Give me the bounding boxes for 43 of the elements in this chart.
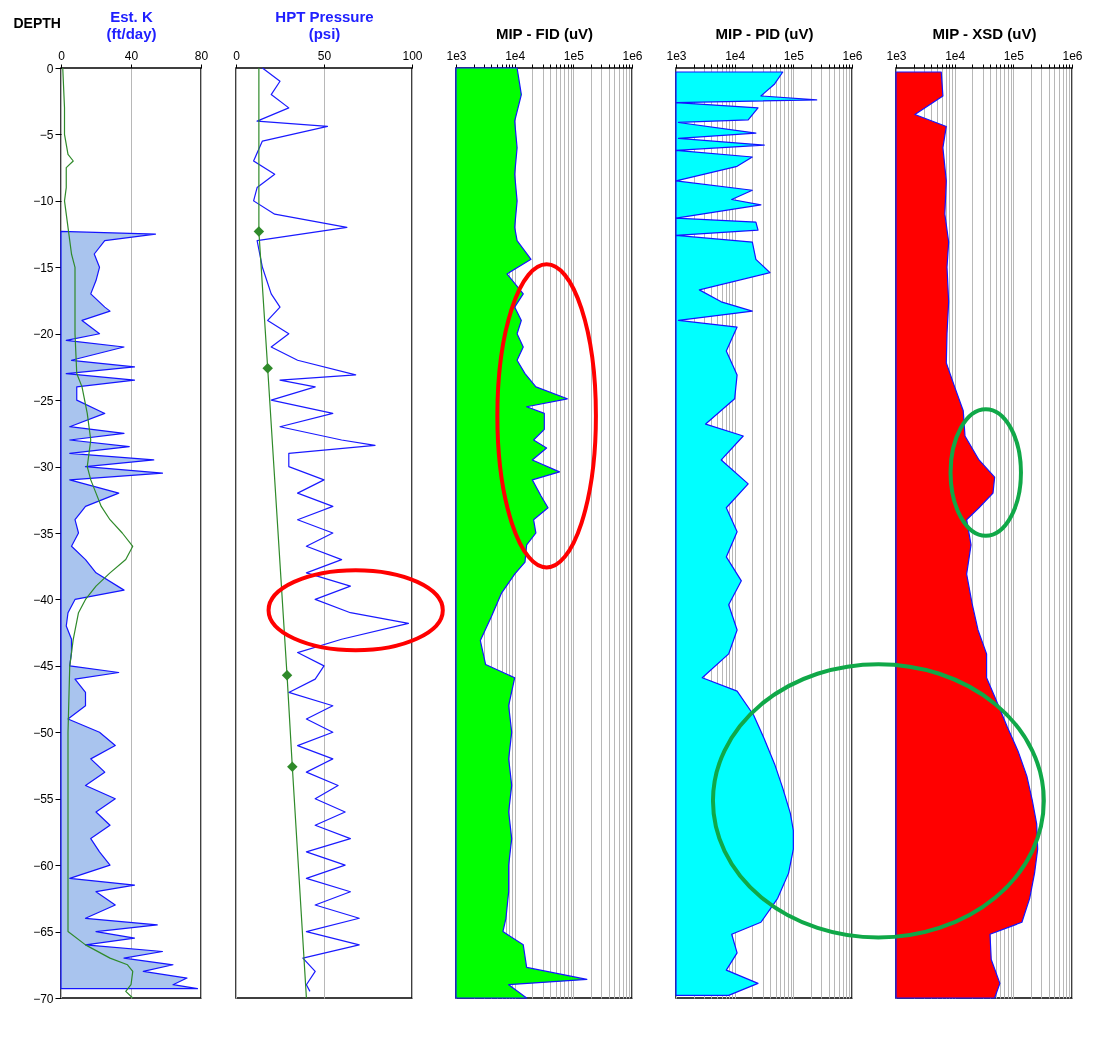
y-tick-label: −60	[33, 858, 54, 873]
x-axis-title: HPT Pressure (psi)	[275, 7, 374, 42]
x-tick-label: 1e4	[725, 48, 746, 63]
x-tick-label: 50	[317, 48, 332, 63]
y-tick-label: −45	[33, 659, 54, 674]
point	[287, 761, 298, 773]
x-axis-title: MIP - PID (uV)	[715, 24, 814, 42]
y-tick-label: −30	[33, 460, 54, 475]
x-tick-label: 1e5	[783, 48, 805, 63]
x-tick-label: 1e3	[886, 48, 907, 63]
x-tick-label: 100	[402, 48, 423, 63]
y-tick-label: −50	[33, 725, 54, 740]
x-axis-title: MIP - FID (uV)	[495, 24, 594, 42]
x-axis-title: MIP - XSD (uV)	[932, 24, 1037, 42]
x-tick-label: 1e6	[842, 48, 863, 63]
y-axis-title: DEPTH	[13, 14, 61, 31]
y-tick-label: −25	[33, 393, 54, 408]
x-tick-label: 1e4	[945, 48, 966, 63]
y-tick-label: −65	[33, 925, 54, 940]
x-tick-label: 1e6	[622, 48, 643, 63]
x-tick-label: 40	[124, 48, 139, 63]
x-tick-label: 0	[58, 48, 66, 63]
x-axis-title: Est. K (ft/day)	[106, 7, 157, 42]
x-tick-label: 1e3	[446, 48, 467, 63]
y-tick-label: −10	[33, 194, 54, 209]
point	[253, 226, 265, 237]
y-tick-label: −55	[33, 792, 54, 807]
x-tick-label: 1e5	[563, 48, 585, 63]
point	[281, 669, 293, 681]
y-tick-label: −70	[33, 991, 54, 1006]
y-tick-label: 0	[46, 61, 54, 76]
y-tick-label: −15	[33, 260, 54, 275]
y-tick-label: −20	[33, 327, 54, 342]
x-tick-label: 1e3	[666, 48, 687, 63]
x-tick-label: 1e5	[1003, 48, 1025, 63]
x-tick-label: 1e6	[1062, 48, 1083, 63]
y-tick-label: −35	[33, 526, 54, 541]
y-tick-label: −5	[39, 127, 54, 142]
y-tick-label: −40	[33, 592, 54, 607]
x-tick-label: 0	[233, 48, 241, 63]
x-tick-label: 1e4	[505, 48, 526, 63]
x-tick-label: 80	[194, 48, 209, 63]
point	[262, 363, 273, 374]
